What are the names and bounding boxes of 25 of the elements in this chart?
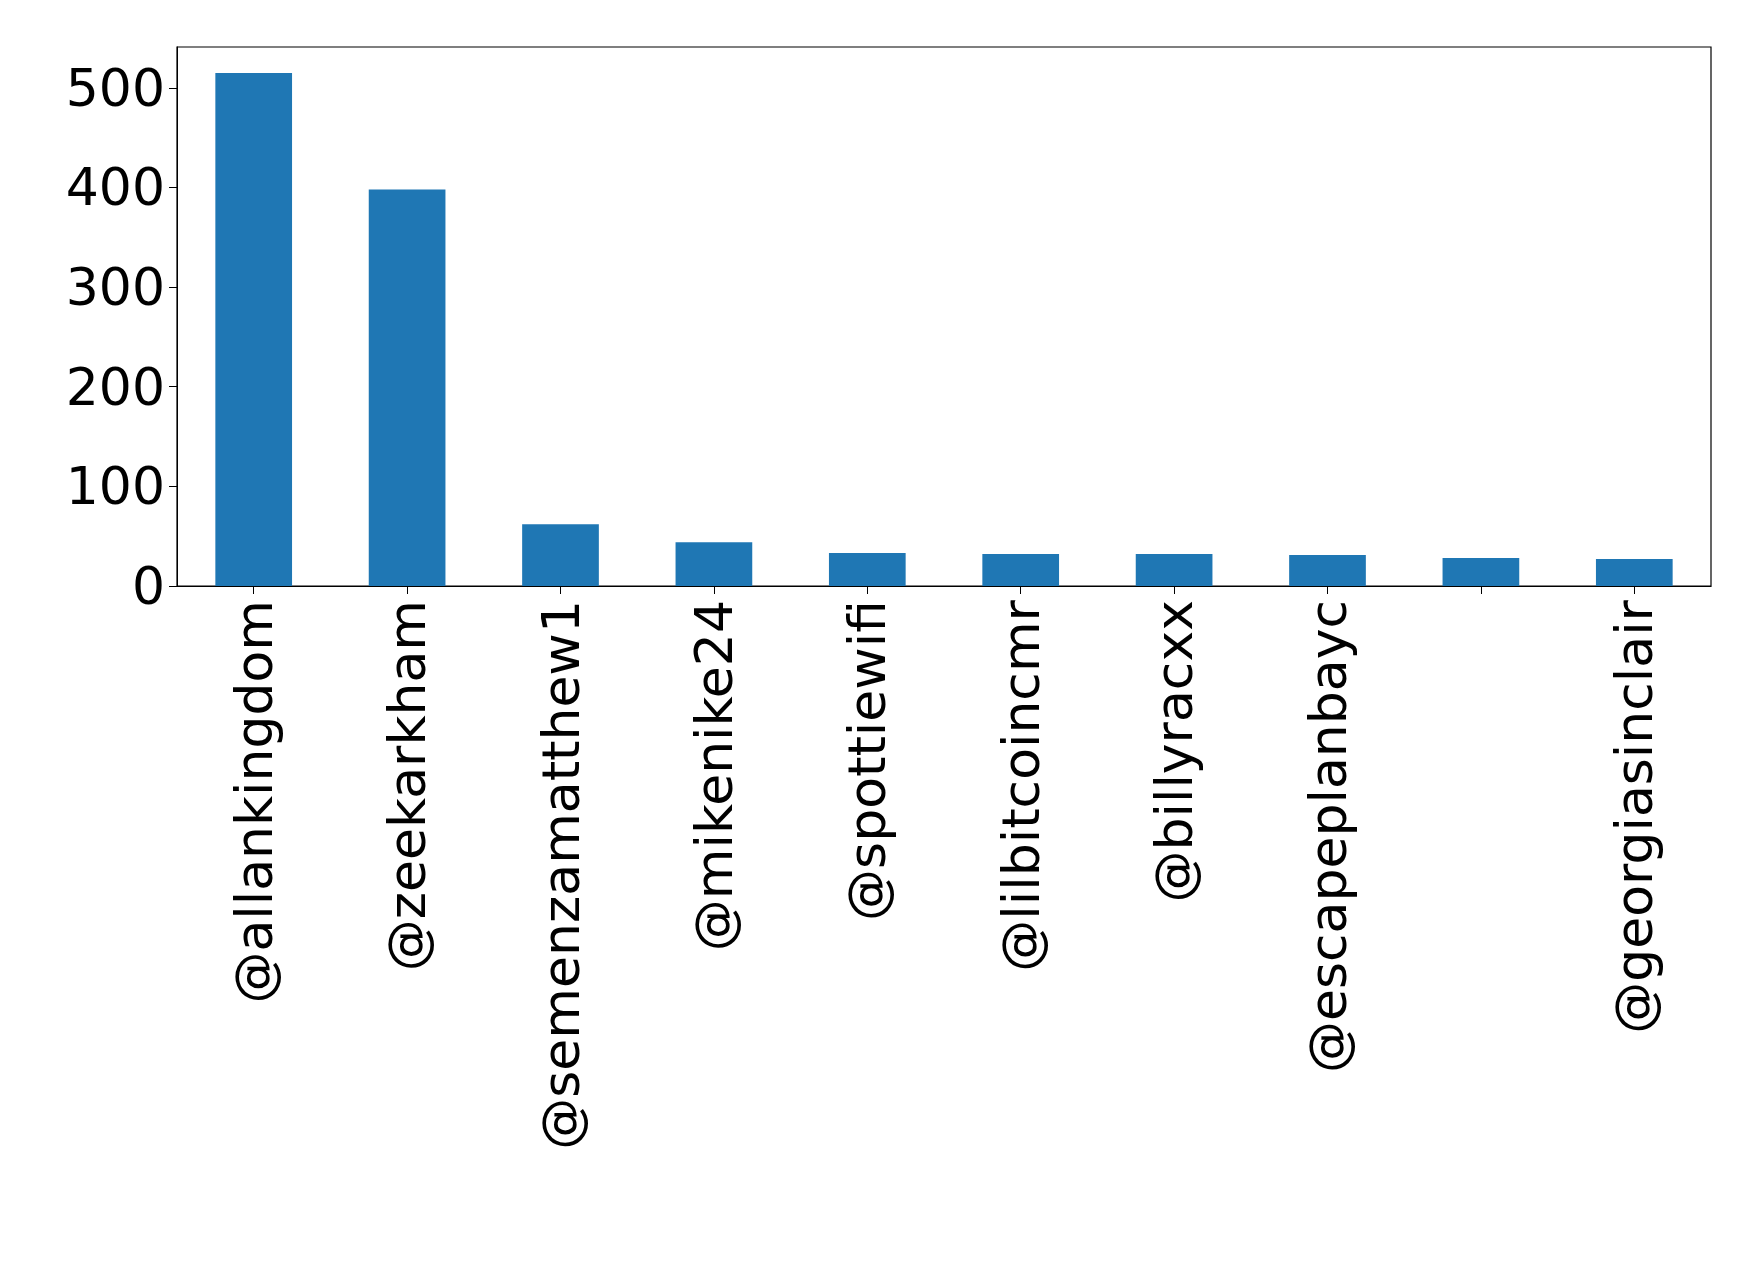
y-tick-label: 100 bbox=[65, 456, 165, 517]
bar bbox=[522, 524, 599, 586]
x-tick-label: @allankingdom bbox=[223, 600, 284, 1004]
x-tick-label: @escapeplanbayc bbox=[1297, 600, 1358, 1074]
x-tick-label: @semenzamatthew1 bbox=[530, 600, 591, 1150]
bar bbox=[215, 72, 293, 586]
bar bbox=[1135, 554, 1213, 586]
bar bbox=[675, 542, 753, 586]
bar bbox=[828, 553, 906, 586]
y-tick-label: 400 bbox=[65, 157, 165, 218]
x-tick-label: @billyracxx bbox=[1144, 600, 1205, 903]
x-tick-label: @zeekarkham bbox=[377, 600, 438, 972]
x-tick-label: @spottiewifi bbox=[837, 600, 898, 921]
y-tick-label: 300 bbox=[65, 257, 165, 318]
x-tick-label: @mikenike24 bbox=[683, 600, 744, 952]
bar bbox=[1442, 558, 1520, 586]
y-tick-label: 500 bbox=[65, 57, 165, 118]
y-tick-label: 200 bbox=[65, 356, 165, 417]
x-tick-label: @georgiasinclair bbox=[1604, 599, 1665, 1034]
x-tick-label: @lilbitcoincmr bbox=[990, 599, 1051, 972]
bar bbox=[1289, 555, 1366, 586]
y-tick-label: 0 bbox=[131, 556, 165, 616]
bar bbox=[982, 554, 1060, 586]
bar bbox=[1595, 559, 1673, 586]
bar bbox=[368, 189, 446, 586]
